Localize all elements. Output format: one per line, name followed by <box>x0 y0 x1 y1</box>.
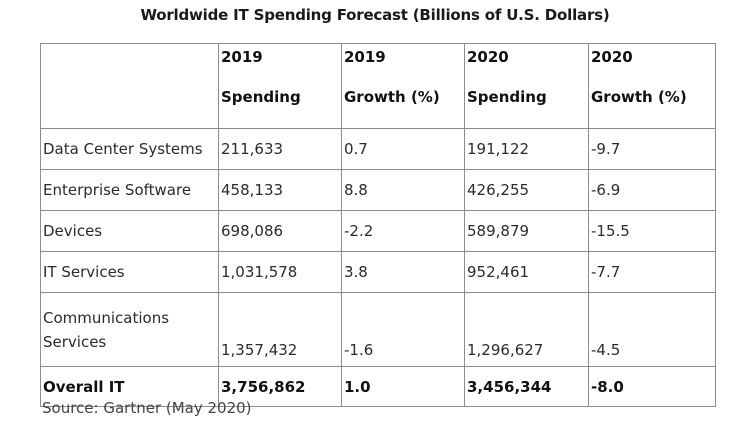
total-row: Overall IT 3,756,862 1.0 3,456,344 -8.0 <box>40 366 716 407</box>
header-kind: Spending <box>221 88 301 106</box>
table-title: Worldwide IT Spending Forecast (Billions… <box>140 6 610 24</box>
cell-2020-growth: -6.9 <box>588 169 716 211</box>
header-cell-2020-growth: 2020 Growth (%) <box>588 43 716 129</box>
total-2019-spending: 3,756,862 <box>218 366 342 407</box>
row-label: IT Services <box>40 251 219 293</box>
header-cell-empty <box>40 43 219 129</box>
header-cell-2019-spending: 2019 Spending <box>218 43 342 129</box>
header-kind: Growth (%) <box>591 88 687 106</box>
cell-2020-growth: -9.7 <box>588 128 716 170</box>
cell-2019-growth: 0.7 <box>341 128 465 170</box>
cell-2020-spending: 426,255 <box>464 169 589 211</box>
cell-2020-growth: -15.5 <box>588 210 716 252</box>
total-2020-growth: -8.0 <box>588 366 716 407</box>
header-year: 2020 <box>591 48 633 66</box>
total-2020-spending: 3,456,344 <box>464 366 589 407</box>
total-label: Overall IT <box>40 366 219 407</box>
row-label: Data Center Systems <box>40 128 219 170</box>
header-year: 2019 <box>221 48 263 66</box>
header-kind: Growth (%) <box>344 88 440 106</box>
cell-2019-spending: 1,031,578 <box>218 251 342 293</box>
cell-2019-growth: 8.8 <box>341 169 465 211</box>
it-spending-table: 2019 Spending 2019 Growth (%) 2020 Spend… <box>40 43 716 407</box>
table-row: Enterprise Software 458,133 8.8 426,255 … <box>40 169 716 211</box>
header-row: 2019 Spending 2019 Growth (%) 2020 Spend… <box>40 43 716 129</box>
cell-2019-spending: 1,357,432 <box>218 292 342 367</box>
table-row: Devices 698,086 -2.2 589,879 -15.5 <box>40 210 716 252</box>
header-year: 2020 <box>467 48 509 66</box>
row-label: Communications Services <box>40 292 219 367</box>
cell-2020-spending: 191,122 <box>464 128 589 170</box>
table-row: Communications Services 1,357,432 -1.6 1… <box>40 292 716 367</box>
source-note: Source: Gartner (May 2020) <box>42 399 252 417</box>
cell-2019-spending: 698,086 <box>218 210 342 252</box>
header-year: 2019 <box>344 48 386 66</box>
header-kind: Spending <box>467 88 547 106</box>
table-row: IT Services 1,031,578 3.8 952,461 -7.7 <box>40 251 716 293</box>
cell-2019-growth: -1.6 <box>341 292 465 367</box>
cell-2020-growth: -7.7 <box>588 251 716 293</box>
total-2019-growth: 1.0 <box>341 366 465 407</box>
row-label: Enterprise Software <box>40 169 219 211</box>
cell-2020-spending: 952,461 <box>464 251 589 293</box>
table-row: Data Center Systems 211,633 0.7 191,122 … <box>40 128 716 170</box>
cell-2019-growth: 3.8 <box>341 251 465 293</box>
header-cell-2020-spending: 2020 Spending <box>464 43 589 129</box>
cell-2020-spending: 589,879 <box>464 210 589 252</box>
row-label: Devices <box>40 210 219 252</box>
cell-2020-growth: -4.5 <box>588 292 716 367</box>
cell-2019-growth: -2.2 <box>341 210 465 252</box>
cell-2019-spending: 211,633 <box>218 128 342 170</box>
header-cell-2019-growth: 2019 Growth (%) <box>341 43 465 129</box>
cell-2019-spending: 458,133 <box>218 169 342 211</box>
cell-2020-spending: 1,296,627 <box>464 292 589 367</box>
